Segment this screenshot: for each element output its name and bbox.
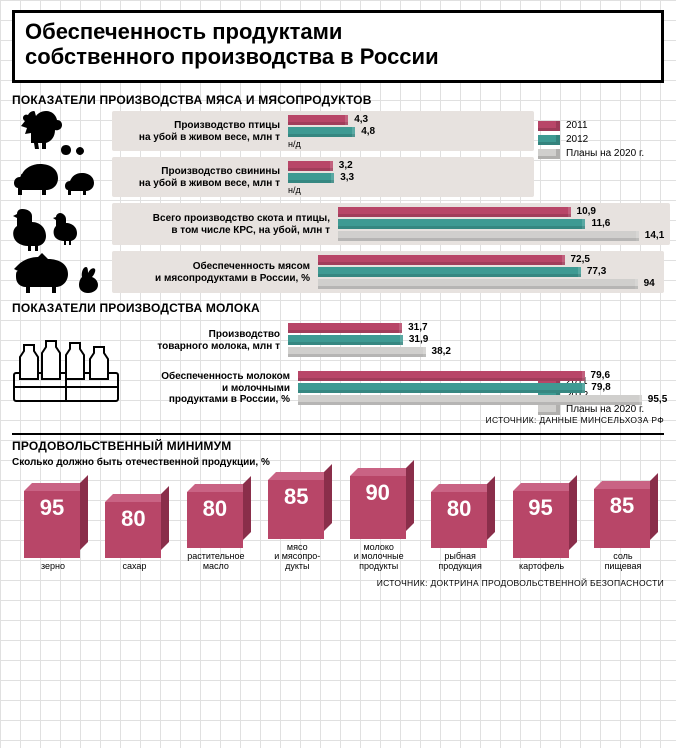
meat-header: ПОКАЗАТЕЛИ ПРОИЗВОДСТВА МЯСА И МЯСОПРОДУ…: [12, 93, 664, 107]
meat-row: Всего производство скота и птицы,в том ч…: [12, 203, 664, 245]
bars: 79,679,895,5: [298, 371, 667, 407]
milk-rows: Производствотоварного молока, млн т 31,7…: [12, 319, 664, 409]
bars: 72,577,394: [318, 255, 658, 291]
min-value: 80: [121, 502, 145, 532]
min-value: 95: [40, 491, 64, 521]
min-value: 85: [284, 480, 308, 510]
row-label: Обеспеченность молокоми молочнымипродукт…: [138, 371, 298, 406]
min-value: 95: [528, 491, 552, 521]
row-label: Производство птицына убой в живом весе, …: [118, 120, 288, 143]
row-label: Всего производство скота и птицы,в том ч…: [118, 213, 338, 236]
milk-row: Обеспеченность молокоми молочнымипродукт…: [12, 367, 664, 409]
row-label: Производствотоварного молока, млн т: [138, 329, 288, 352]
meat-row: Производство птицына убой в живом весе, …: [12, 111, 664, 151]
min-label: молокои молочныепродукты: [354, 543, 404, 573]
min-item: 95 зерно: [16, 491, 90, 572]
min-label: мясои мясопро-дукты: [274, 543, 320, 573]
min-value: 80: [447, 492, 471, 522]
animal-icon: [12, 111, 112, 151]
min-row: 95 зерно 80 сахар 80 растительноемасло 8…: [12, 476, 664, 573]
meat-row: Обеспеченность мясоми мясопродуктами в Р…: [12, 251, 664, 293]
min-item: 90 молокои молочныепродукты: [342, 476, 416, 573]
title-box: Обеспеченность продуктами собственного п…: [12, 10, 664, 83]
min-label: растительноемасло: [187, 552, 244, 572]
bars: 4,34,8н/д: [288, 115, 528, 149]
min-label: рыбнаяпродукция: [438, 552, 481, 572]
animal-icon: [12, 203, 112, 245]
min-label: картофель: [519, 562, 564, 572]
bars: 3,23,3н/д: [288, 161, 528, 195]
min-item: 85 сольпищевая: [586, 489, 660, 572]
row-label: Обеспеченность мясоми мясопродуктами в Р…: [118, 261, 318, 284]
meat-rows: Производство птицына убой в живом весе, …: [12, 111, 664, 293]
min-value: 80: [203, 492, 227, 522]
bars: 31,731,938,2: [288, 323, 528, 359]
min-item: 80 растительноемасло: [179, 492, 253, 572]
title-l1: Обеспеченность продуктами: [25, 19, 342, 44]
animal-icon: [12, 251, 112, 293]
meat-row: Производство свининына убой в живом весе…: [12, 157, 664, 197]
milk-row: Производствотоварного молока, млн т 31,7…: [12, 319, 664, 361]
min-label: сольпищевая: [605, 552, 642, 572]
row-label: Производство свининына убой в живом весе…: [118, 166, 288, 189]
min-value: 90: [365, 476, 389, 506]
min-item: 80 рыбнаяпродукция: [423, 492, 497, 572]
min-item: 80 сахар: [97, 502, 171, 572]
min-item: 95 картофель: [505, 491, 579, 572]
min-header: ПРОДОВОЛЬСТВЕННЫЙ МИНИМУМ: [12, 433, 664, 453]
min-label: зерно: [41, 562, 65, 572]
bars: 10,911,614,1: [338, 207, 664, 243]
min-value: 85: [610, 489, 634, 519]
min-item: 85 мясои мясопро-дукты: [260, 480, 334, 573]
animal-icon: [12, 157, 112, 197]
title-l2: собственного производства в России: [25, 44, 439, 69]
min-sub: Сколько должно быть отечественной продук…: [12, 457, 664, 468]
min-source: ИСТОЧНИК: ДОКТРИНА ПРОДОВОЛЬСТВЕННОЙ БЕЗ…: [12, 578, 664, 588]
milk-header: ПОКАЗАТЕЛИ ПРОИЗВОДСТВА МОЛОКА: [12, 301, 664, 315]
min-label: сахар: [122, 562, 146, 572]
